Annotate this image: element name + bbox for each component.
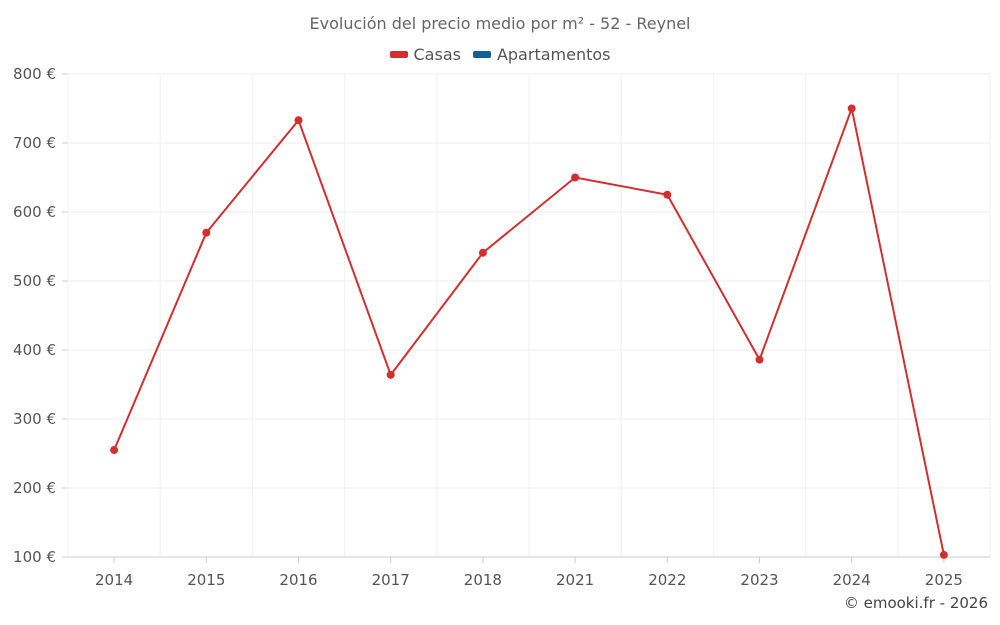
y-tick-label: 100 € [13, 548, 56, 566]
y-tick-label: 400 € [13, 341, 56, 359]
data-point [571, 173, 580, 182]
legend-label-casas: Casas [413, 45, 461, 64]
chart-title: Evolución del precio medio por m² - 52 -… [309, 14, 691, 33]
legend-swatch-apartamentos [472, 51, 491, 58]
data-point [755, 355, 764, 364]
x-tick-label: 2017 [372, 571, 410, 589]
x-tick-label: 2022 [648, 571, 686, 589]
data-point [110, 446, 119, 455]
legend-item-apartamentos[interactable]: Apartamentos [472, 45, 611, 64]
y-tick-label: 500 € [13, 272, 56, 290]
x-tick-label: 2016 [279, 571, 317, 589]
x-tick-label: 2021 [556, 571, 594, 589]
series-line-casas [113, 107, 945, 556]
credit-text: © emooki.fr - 2026 [843, 594, 988, 612]
x-tick-label: 2014 [95, 571, 133, 589]
y-tick-label: 800 € [13, 65, 56, 83]
data-point [939, 550, 948, 559]
legend-label-apartamentos: Apartamentos [496, 45, 611, 64]
x-tick-label: 2025 [925, 571, 963, 589]
data-point [847, 104, 856, 113]
x-tick-label: 2023 [740, 571, 778, 589]
data-point [294, 116, 303, 125]
data-point [386, 370, 395, 379]
x-tick-label: 2015 [187, 571, 225, 589]
legend: Casas Apartamentos [0, 45, 1000, 64]
y-tick-label: 200 € [13, 479, 56, 497]
y-tick-label: 700 € [13, 134, 56, 152]
x-tick-label: 2018 [464, 571, 502, 589]
data-point [478, 248, 487, 257]
legend-swatch-casas [389, 51, 408, 58]
x-tick-label: 2024 [833, 571, 871, 589]
y-tick-label: 600 € [13, 203, 56, 221]
data-point [663, 190, 672, 199]
data-point [202, 228, 211, 237]
legend-item-casas[interactable]: Casas [389, 45, 461, 64]
y-tick-label: 300 € [13, 410, 56, 428]
